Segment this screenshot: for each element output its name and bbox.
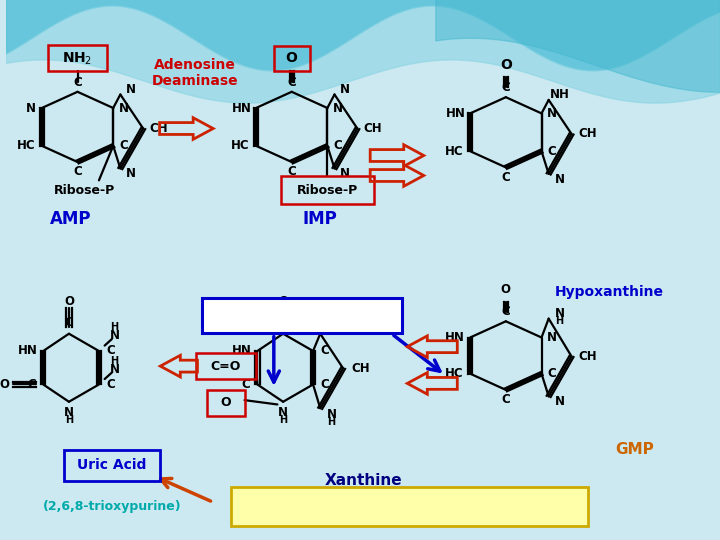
Text: C: C	[73, 76, 82, 89]
Text: O: O	[220, 396, 231, 409]
Text: HN: HN	[446, 107, 466, 120]
Text: N: N	[327, 322, 337, 335]
Text: GMP: GMP	[615, 442, 654, 457]
Text: Ribose-P: Ribose-P	[54, 184, 115, 197]
Text: Xanthine: Xanthine	[324, 473, 402, 488]
Text: Uric Acid: Uric Acid	[77, 458, 146, 472]
Text: IMP: IMP	[303, 210, 338, 228]
Text: N: N	[109, 329, 120, 342]
Text: CH: CH	[150, 122, 168, 135]
Text: HN: HN	[17, 345, 37, 357]
Text: C: C	[548, 367, 557, 380]
Text: CH: CH	[351, 362, 369, 375]
Text: C: C	[106, 345, 114, 357]
Text: N: N	[119, 102, 129, 114]
Text: N: N	[341, 167, 350, 180]
Text: O: O	[64, 295, 74, 308]
Text: N: N	[333, 102, 343, 114]
Text: C: C	[548, 145, 557, 158]
Text: H: H	[111, 356, 119, 366]
Text: N: N	[547, 331, 557, 344]
Text: H: H	[279, 415, 287, 425]
Text: N: N	[126, 83, 136, 96]
Text: C: C	[120, 139, 128, 152]
Text: O: O	[286, 51, 297, 65]
Text: N: N	[554, 395, 564, 408]
Text: N: N	[341, 83, 350, 96]
Text: CH: CH	[578, 127, 597, 140]
Text: C: C	[242, 378, 251, 391]
Text: HN: HN	[232, 345, 251, 357]
Text: HC: HC	[231, 139, 250, 152]
Text: NH: NH	[549, 88, 570, 101]
Text: C: C	[320, 378, 329, 391]
Text: C: C	[106, 378, 114, 391]
Text: HC: HC	[17, 139, 35, 152]
FancyBboxPatch shape	[231, 487, 588, 526]
Text: C=O: C=O	[211, 360, 241, 373]
Text: The end product of purine metabolism: The end product of purine metabolism	[258, 500, 560, 514]
Text: O: O	[0, 378, 9, 391]
Text: O: O	[501, 284, 510, 296]
Text: C: C	[501, 171, 510, 184]
Text: HC: HC	[445, 145, 464, 158]
Text: Adenosine
Deaminase: Adenosine Deaminase	[152, 58, 238, 88]
Text: C: C	[501, 305, 510, 318]
Text: N: N	[64, 406, 74, 419]
Text: HN: HN	[232, 102, 251, 114]
Text: N: N	[278, 406, 288, 419]
Text: C: C	[279, 316, 287, 329]
Text: NH$_2$: NH$_2$	[63, 50, 93, 66]
Text: H: H	[328, 417, 336, 427]
Text: N: N	[554, 173, 564, 186]
Text: N: N	[327, 408, 337, 421]
Text: N: N	[109, 363, 120, 376]
Text: Hypoxanthine: Hypoxanthine	[555, 285, 664, 299]
Text: Ribose-P: Ribose-P	[297, 184, 358, 197]
Text: H: H	[65, 415, 73, 425]
Text: C: C	[320, 345, 329, 357]
Text: CH: CH	[578, 350, 597, 363]
Text: CH: CH	[364, 122, 382, 135]
Text: H: H	[555, 316, 564, 326]
Text: C: C	[287, 165, 296, 178]
Text: N: N	[554, 307, 564, 320]
Text: O: O	[278, 295, 288, 308]
Text: (2,6,8-trioxypurine): (2,6,8-trioxypurine)	[42, 500, 181, 513]
Text: Xanthine Oxidase: Xanthine Oxidase	[233, 309, 372, 323]
FancyBboxPatch shape	[202, 298, 402, 333]
Text: C: C	[501, 81, 510, 94]
Text: HN: HN	[444, 331, 464, 344]
Text: C: C	[73, 165, 82, 178]
Text: AMP: AMP	[50, 210, 91, 228]
Text: HC: HC	[445, 367, 464, 380]
Text: C: C	[27, 378, 36, 391]
Text: C: C	[501, 393, 510, 406]
Text: N: N	[547, 107, 557, 120]
Text: N: N	[126, 167, 136, 180]
Text: O: O	[500, 58, 512, 72]
Text: C: C	[65, 316, 73, 329]
Text: H: H	[111, 322, 119, 332]
Text: C: C	[287, 76, 296, 89]
Text: C: C	[333, 139, 343, 152]
Text: N: N	[25, 102, 35, 114]
